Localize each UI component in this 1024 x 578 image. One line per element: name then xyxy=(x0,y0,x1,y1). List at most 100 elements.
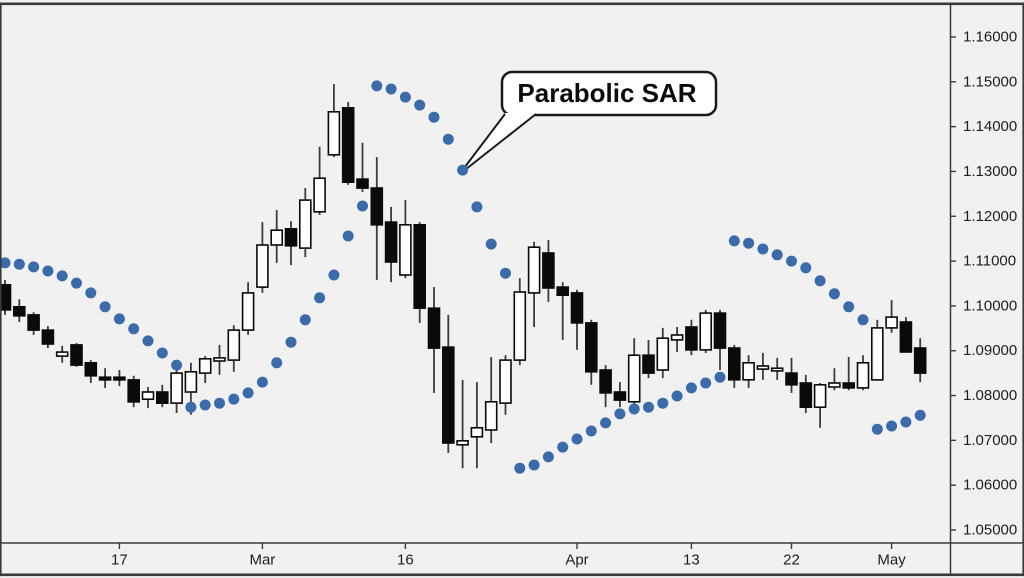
candle xyxy=(427,287,441,393)
x-axis-label: 16 xyxy=(397,552,414,569)
candle xyxy=(556,282,570,340)
candle xyxy=(727,344,741,388)
frame-top xyxy=(0,2,1024,6)
candle xyxy=(141,387,155,409)
sar-dot xyxy=(757,243,769,255)
sar-dot xyxy=(414,99,426,111)
sar-dot xyxy=(700,377,712,389)
candle xyxy=(313,146,326,215)
y-axis-label: 1.11000 xyxy=(963,253,1016,270)
candle xyxy=(399,200,412,279)
sar-dot xyxy=(900,416,912,428)
candle xyxy=(484,357,498,444)
sar-dot xyxy=(256,376,268,388)
callout-bubble xyxy=(500,70,718,117)
sar-dot xyxy=(571,433,583,445)
sar-dot xyxy=(685,382,697,394)
x-axis-label: Mar xyxy=(249,552,275,569)
candle xyxy=(27,312,40,335)
y-axis-label: 1.08000 xyxy=(963,387,1017,404)
y-axis-label: 1.10000 xyxy=(963,297,1017,314)
candle xyxy=(513,278,527,366)
candle xyxy=(584,319,598,385)
candle xyxy=(613,382,627,408)
sar-dot xyxy=(485,238,497,250)
candle xyxy=(70,343,83,367)
candle xyxy=(213,344,226,375)
sar-dot xyxy=(500,267,511,279)
candle xyxy=(856,355,870,391)
sar-dot xyxy=(671,390,683,402)
frame-right xyxy=(1022,2,1024,577)
parabolic-sar-callout: Parabolic SAR xyxy=(461,70,718,172)
candle xyxy=(756,353,770,380)
sar-dot xyxy=(371,80,383,92)
sar-dot xyxy=(156,347,168,359)
x-axis-label: 22 xyxy=(783,552,800,569)
candle xyxy=(599,365,612,408)
candle xyxy=(913,338,927,383)
sar-dot xyxy=(657,397,669,409)
candle xyxy=(742,355,755,388)
sar-dot xyxy=(743,237,755,249)
candle xyxy=(785,357,798,393)
candle xyxy=(670,327,684,353)
sar-dot xyxy=(285,336,297,348)
candle xyxy=(656,327,670,379)
sar-dot xyxy=(600,417,612,429)
sar-dot xyxy=(786,255,797,267)
candle xyxy=(627,338,641,406)
candle xyxy=(470,382,484,469)
sar-dot xyxy=(314,292,326,304)
sar-dot xyxy=(113,313,125,325)
candle xyxy=(685,319,698,356)
y-axis-label: 1.09000 xyxy=(963,342,1017,359)
sar-dot xyxy=(871,423,883,435)
sar-dot xyxy=(528,459,540,471)
candle xyxy=(341,102,355,185)
sar-dot xyxy=(0,257,11,269)
sar-dot xyxy=(42,265,54,277)
candle xyxy=(770,357,784,380)
x-axis-label: May xyxy=(877,552,906,569)
sar-dot xyxy=(142,335,154,347)
candle xyxy=(127,375,140,408)
y-axis-label: 1.14000 xyxy=(963,118,1017,135)
candle xyxy=(13,299,26,322)
candle xyxy=(527,241,541,327)
candle xyxy=(41,326,55,348)
sar-dot xyxy=(814,275,826,287)
candle xyxy=(713,309,727,370)
candle xyxy=(885,300,898,333)
sar-dot xyxy=(399,91,411,103)
candle xyxy=(227,325,241,372)
sar-dot xyxy=(385,83,397,95)
y-axis-label: 1.06000 xyxy=(963,477,1017,494)
sar-dot xyxy=(728,235,740,247)
candles-layer xyxy=(0,84,927,469)
sar-dot xyxy=(857,314,869,326)
y-axis-label: 1.05000 xyxy=(963,522,1017,539)
sar-dot xyxy=(428,111,440,123)
candle xyxy=(813,383,827,428)
sar-dot xyxy=(342,230,354,242)
candle xyxy=(198,356,212,383)
sar-dot xyxy=(128,323,140,335)
candle xyxy=(828,368,841,391)
sar-dot xyxy=(457,164,469,176)
candle xyxy=(699,309,713,353)
callout-tail-edge-right xyxy=(462,113,537,172)
candle xyxy=(842,357,856,391)
candle xyxy=(899,317,913,353)
sar-dot xyxy=(56,270,68,282)
sar-dot xyxy=(828,288,840,300)
candle xyxy=(570,289,584,350)
candle xyxy=(542,240,555,302)
sar-dot xyxy=(557,441,569,453)
y-axis-label: 1.15000 xyxy=(963,73,1017,90)
candle xyxy=(413,222,427,323)
sar-dot xyxy=(71,277,82,289)
